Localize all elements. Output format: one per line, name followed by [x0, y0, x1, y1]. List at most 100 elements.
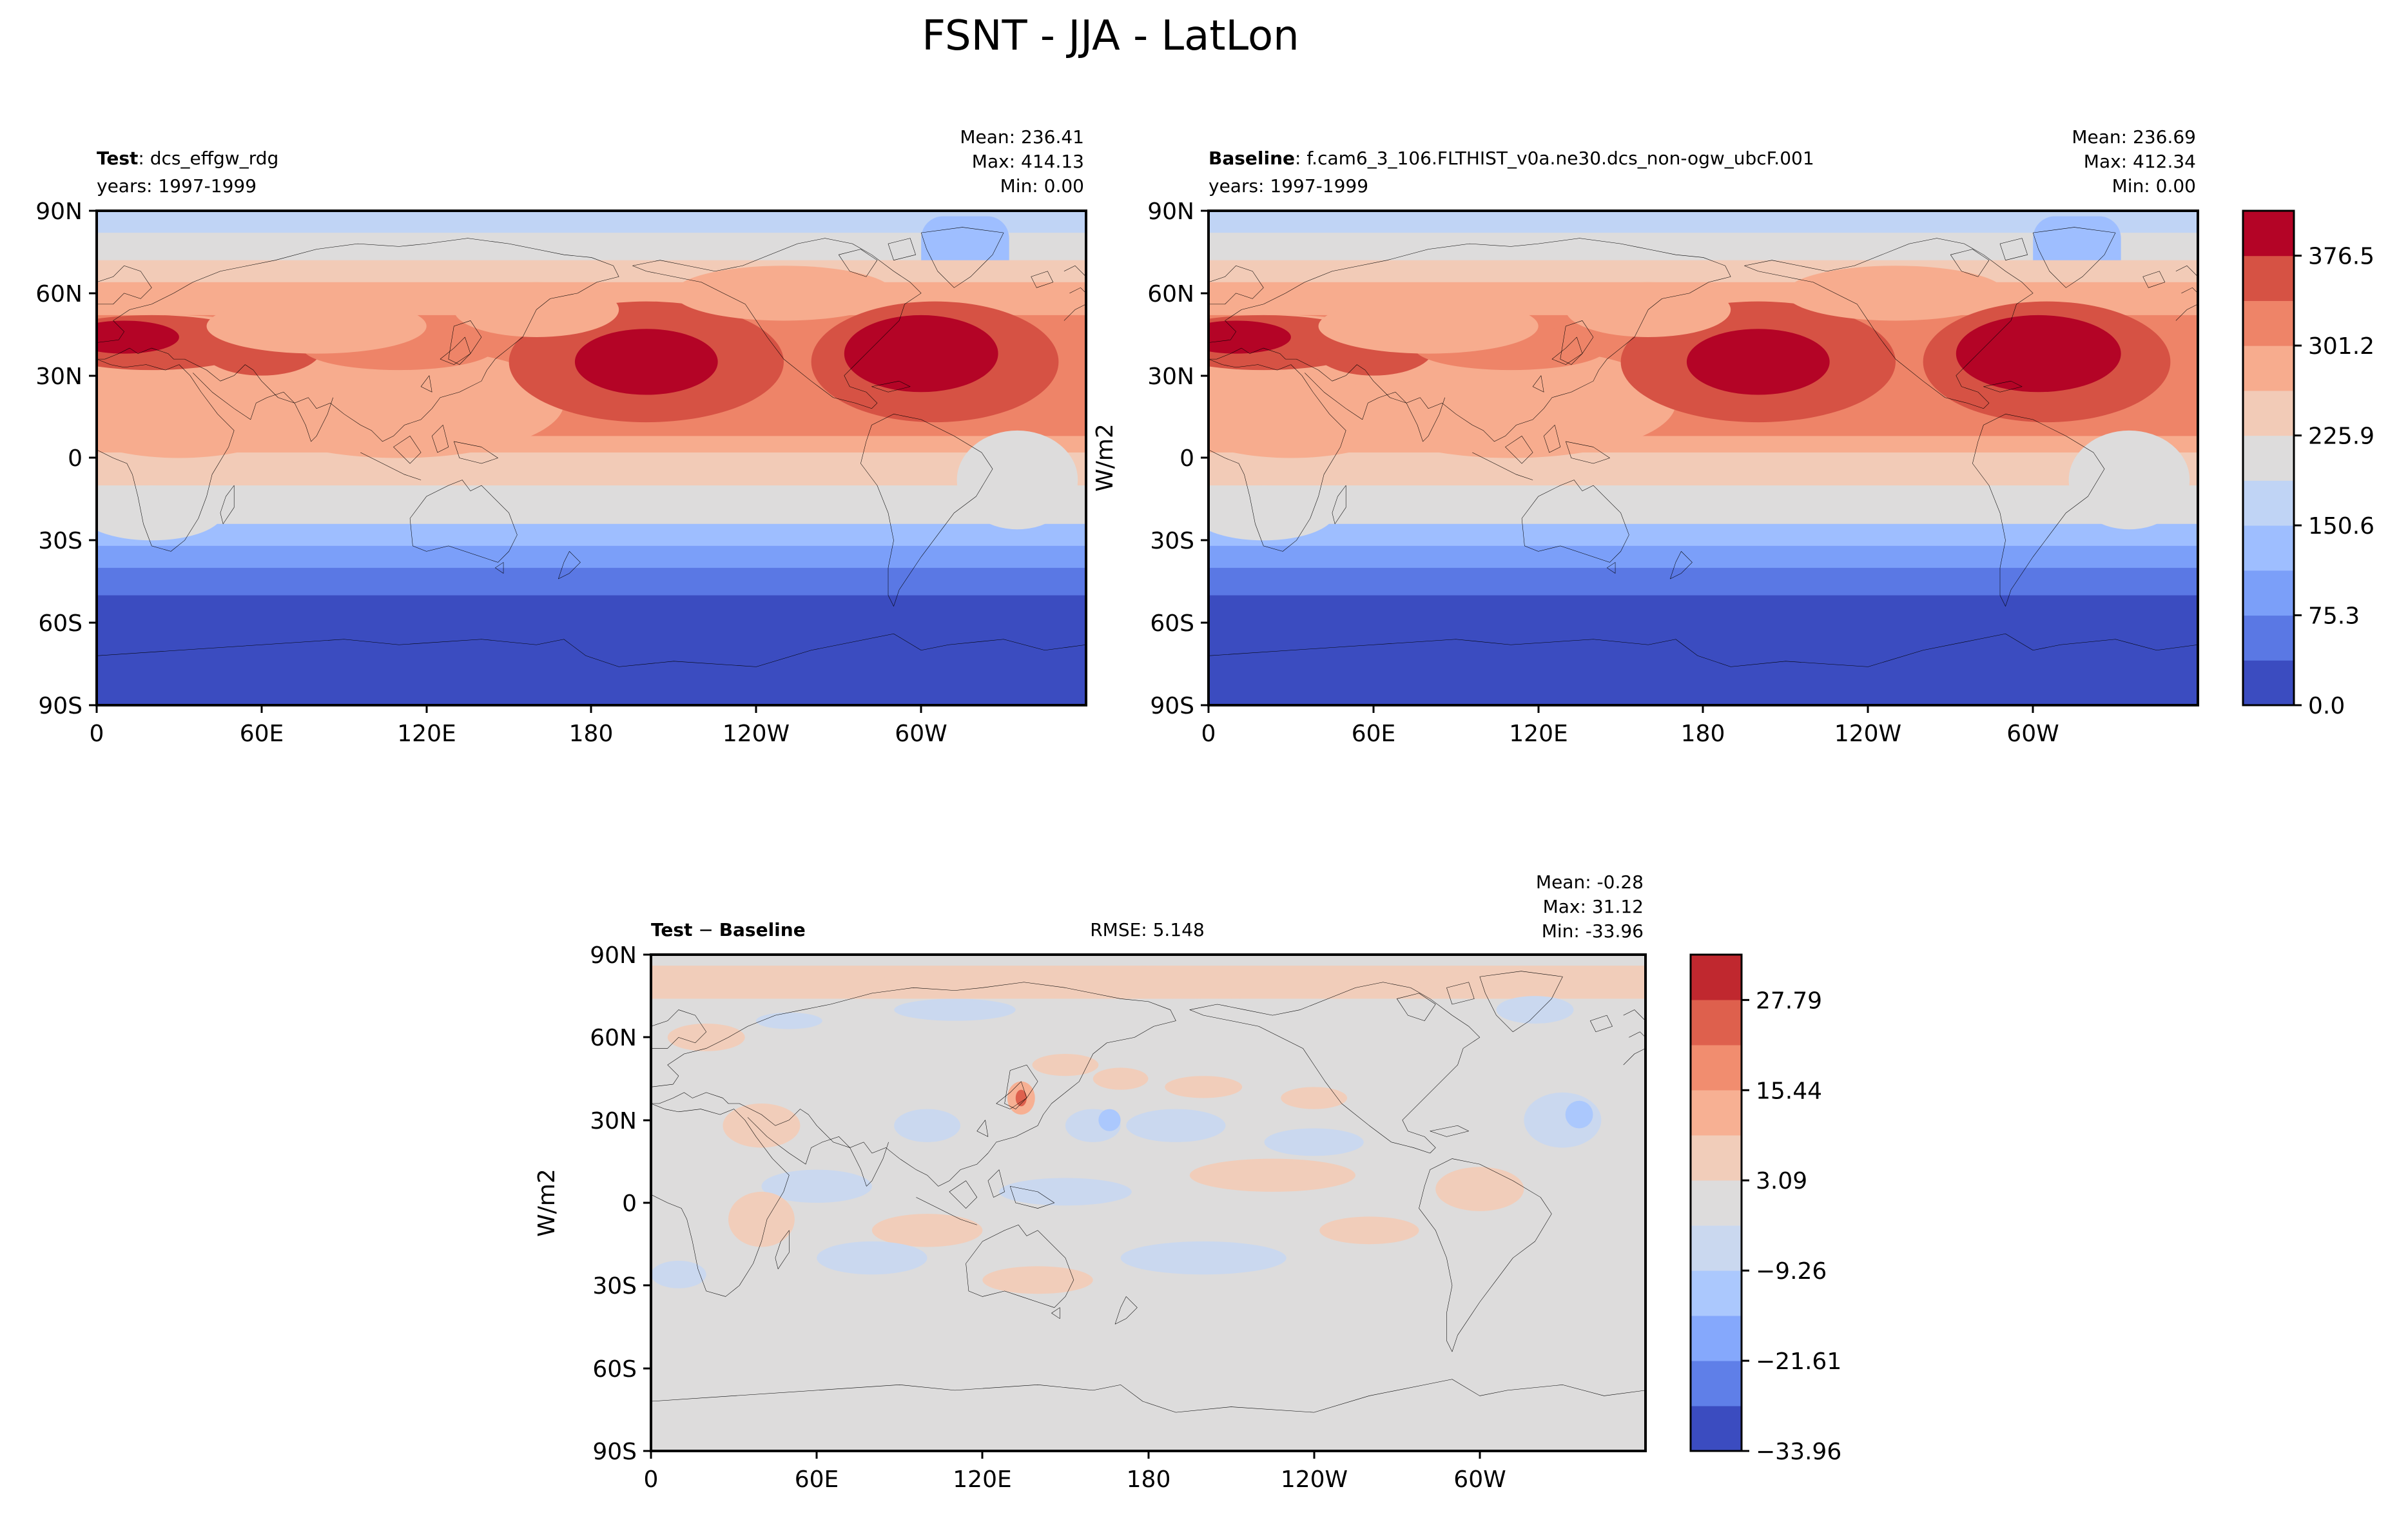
- colorbar-tick-label: 225.9: [2308, 423, 2374, 450]
- colorbar-tick-label: 75.3: [2308, 603, 2360, 630]
- colorbar-band: [1691, 1045, 1742, 1091]
- xtick-label: 0: [90, 721, 104, 747]
- colorbar-tick-label: −33.96: [1756, 1439, 1841, 1465]
- colorbar-band: [1691, 1225, 1742, 1271]
- colorbar-band: [2243, 390, 2294, 436]
- colorbar-frame: [2242, 209, 2295, 706]
- diff-panel-label: Test − Baseline: [651, 919, 806, 940]
- xtick-label: 0: [644, 1466, 659, 1493]
- diff-min: Min: -33.96: [1542, 920, 1644, 942]
- ytick-label: 60N: [1147, 281, 1194, 307]
- xtick-label: 120W: [1834, 721, 1901, 747]
- xtick-label: 120E: [953, 1466, 1011, 1493]
- colorbar-band: [1691, 1135, 1742, 1181]
- colorbar-band: [1691, 1000, 1742, 1046]
- diff-max: Max: 31.12: [1543, 896, 1644, 917]
- test-max: Max: 414.13: [972, 151, 1084, 172]
- colorbar-band: [2243, 211, 2294, 257]
- baseline-years: years: 1997-1999: [1209, 175, 1368, 197]
- panel-baseline: Baseline: f.cam6_3_106.FLTHIST_v0a.ne30.…: [1092, 126, 2199, 747]
- xtick-label: 60E: [240, 721, 284, 747]
- colorbar-band: [1691, 1361, 1742, 1406]
- colorbar-tick-label: 0.0: [2308, 693, 2345, 719]
- xtick-label: 180: [1127, 1466, 1171, 1493]
- colorbar-band: [1691, 955, 1742, 1000]
- ytick-label: 30N: [35, 364, 83, 390]
- xtick-label: 60W: [2006, 721, 2059, 747]
- colorbar-tick-label: 27.79: [1756, 988, 1822, 1014]
- panel-difference: Test − Baseline RMSE: 5.148 Mean: -0.28 …: [534, 871, 1647, 1493]
- colorbar-tick-label: −9.26: [1756, 1258, 1827, 1285]
- test-x-axis: 0 60E 120E 180 120W 60W: [90, 705, 947, 747]
- baseline-min: Min: 0.00: [2112, 175, 2196, 197]
- test-years: years: 1997-1999: [97, 175, 257, 197]
- diff-mean: Mean: -0.28: [1536, 871, 1644, 893]
- xtick-label: 60W: [1453, 1466, 1506, 1493]
- xtick-label: 120W: [723, 721, 790, 747]
- colorbar-band: [2243, 345, 2294, 391]
- baseline-mean: Mean: 236.69: [2072, 126, 2196, 148]
- xtick-label: 60E: [795, 1466, 839, 1493]
- ytick-label: 30S: [38, 528, 83, 554]
- ytick-label: 60N: [590, 1025, 637, 1051]
- ytick-label: 30N: [1147, 364, 1194, 390]
- baseline-x-axis: 0 60E 120E 180 120W 60W: [1201, 705, 2059, 747]
- colorbar-tick-label: 15.44: [1756, 1078, 1822, 1104]
- ytick-label: 0: [68, 445, 83, 472]
- test-map-field: [97, 211, 1086, 705]
- ytick-label: 30S: [592, 1273, 637, 1299]
- test-panel-label: Test: dcs_effgw_rdg: [97, 148, 278, 169]
- ytick-label: 60S: [38, 610, 83, 637]
- ytick-label: 60S: [592, 1356, 637, 1383]
- test-mean: Mean: 236.41: [960, 126, 1084, 148]
- diff-y-axis: 90N 60N 30N 0 30S 60S 90S: [590, 942, 651, 1465]
- colorbar-tick-label: 301.2: [2308, 333, 2374, 360]
- xtick-label: 60E: [1352, 721, 1396, 747]
- xtick-label: 60W: [895, 721, 947, 747]
- colorbar-band: [2243, 255, 2294, 301]
- colorbar-band: [1691, 1270, 1742, 1316]
- test-y-axis: 90N 60N 30N 0 30S 60S 90S: [35, 199, 97, 719]
- colorbar-tick-label: 376.5: [2308, 244, 2374, 270]
- colorbar-band: [2243, 525, 2294, 571]
- colorbar-band: [2243, 300, 2294, 346]
- baseline-map-field: [1209, 211, 2198, 705]
- test-min: Min: 0.00: [1000, 175, 1084, 197]
- ytick-label: 30S: [1150, 528, 1194, 554]
- xtick-label: 0: [1201, 721, 1216, 747]
- colorbar-tick-label: −21.61: [1756, 1348, 1841, 1375]
- colorbar-band: [2243, 615, 2294, 661]
- xtick-label: 120W: [1281, 1466, 1348, 1493]
- colorbar-band: [1691, 1406, 1742, 1452]
- ytick-label: 0: [622, 1191, 637, 1217]
- figure-title: FSNT - JJA - LatLon: [922, 12, 1299, 60]
- ytick-label: 60N: [35, 281, 83, 307]
- panel-test: Test: dcs_effgw_rdg years: 1997-1999 Mea…: [35, 126, 1087, 747]
- ytick-label: 60S: [1150, 610, 1194, 637]
- colorbar-top: 0.0 75.3 150.6 225.9 301.2 376.5: [2242, 209, 2374, 719]
- colorbar-band: [1691, 1180, 1742, 1226]
- baseline-max: Max: 412.34: [2084, 151, 2196, 172]
- baseline-panel-label: Baseline: f.cam6_3_106.FLTHIST_v0a.ne30.…: [1209, 148, 1814, 169]
- xtick-label: 120E: [1509, 721, 1568, 747]
- colorbar-band: [2243, 435, 2294, 481]
- baseline-y-axis: 90N 60N 30N 0 30S 60S 90S: [1147, 199, 1209, 719]
- colorbar-band: [2243, 660, 2294, 706]
- xtick-label: 180: [1681, 721, 1725, 747]
- diff-map-field: [651, 955, 1646, 1451]
- diff-x-axis: 0 60E 120E 180 120W 60W: [644, 1451, 1506, 1493]
- ytick-label: 90S: [38, 693, 83, 719]
- ytick-label: 0: [1180, 445, 1194, 472]
- ytick-label: 90N: [35, 199, 83, 225]
- xtick-label: 180: [569, 721, 614, 747]
- diff-ylabel: W/m2: [534, 1169, 560, 1237]
- ytick-label: 90S: [592, 1439, 637, 1465]
- diff-rmse: RMSE: 5.148: [1090, 919, 1205, 940]
- ytick-label: 90S: [1150, 693, 1194, 719]
- ytick-label: 90N: [1147, 199, 1194, 225]
- colorbar-tick-label: 3.09: [1756, 1168, 1807, 1194]
- colorbar-bottom: −33.96 −21.61 −9.26 3.09 15.44 27.79: [1689, 953, 1841, 1465]
- colorbar-band: [2243, 480, 2294, 526]
- ytick-label: 90N: [590, 942, 637, 969]
